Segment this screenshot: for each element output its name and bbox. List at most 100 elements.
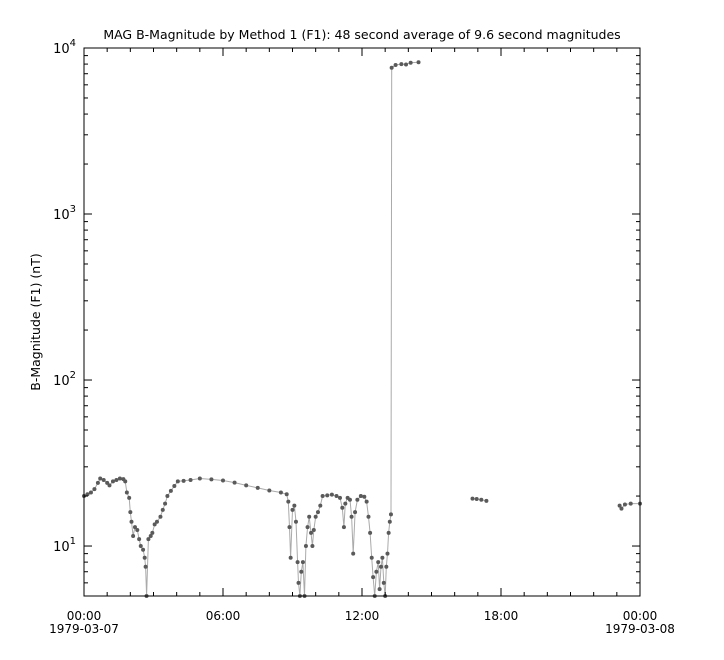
data-point [369, 555, 374, 560]
y-tick-label: 102 [53, 370, 76, 389]
data-point [377, 587, 382, 592]
plot-frame [83, 47, 641, 597]
data-point [408, 60, 413, 65]
data-point [300, 560, 305, 565]
data-point [305, 525, 310, 530]
data-point [292, 503, 297, 508]
y-tick-label: 101 [53, 536, 76, 555]
data-point [309, 530, 314, 535]
data-point [114, 477, 119, 482]
data-point [353, 510, 358, 515]
data-point [325, 493, 330, 498]
data-point [288, 555, 293, 560]
data-point [358, 494, 363, 499]
data-point [479, 497, 484, 502]
data-point [388, 512, 393, 517]
data-marks [82, 60, 642, 598]
data-point [124, 490, 129, 495]
data-point [619, 506, 624, 511]
data-point [474, 496, 479, 501]
data-point [310, 544, 315, 549]
y-tick-label: 104 [53, 38, 76, 57]
y-tick-label: 103 [53, 204, 76, 223]
data-point [142, 555, 147, 560]
data-point [160, 507, 165, 512]
data-point [117, 476, 122, 481]
data-point [295, 560, 300, 565]
data-point [378, 564, 383, 569]
x-tick-label: 18:00 [484, 609, 519, 623]
data-point [351, 551, 356, 556]
data-point [393, 62, 398, 67]
data-point [368, 530, 373, 535]
data-point [188, 477, 193, 482]
data-point [299, 569, 304, 574]
data-point [303, 544, 308, 549]
x-tick-label: 00:00 [623, 609, 658, 623]
data-point [389, 65, 394, 70]
data-point [364, 499, 369, 504]
data-point [315, 510, 320, 515]
data-point [380, 555, 385, 560]
data-point [290, 507, 295, 512]
data-point [129, 519, 134, 524]
data-point [107, 483, 112, 488]
data-point [110, 479, 115, 484]
data-point [296, 580, 301, 585]
data-point [98, 476, 103, 481]
data-point [244, 483, 249, 488]
data-point [154, 519, 159, 524]
data-point [311, 527, 316, 532]
data-point [313, 514, 318, 519]
data-point [287, 525, 292, 530]
data-point [152, 522, 157, 527]
data-point [278, 490, 283, 495]
data-point [123, 479, 128, 484]
data-point [320, 494, 325, 499]
data-point [172, 483, 177, 488]
data-point [343, 501, 348, 506]
data-point [267, 488, 272, 493]
data-point [470, 496, 475, 501]
data-point [127, 495, 132, 500]
data-point [132, 525, 137, 530]
x-tick-date-label: 1979-03-08 [605, 622, 675, 636]
data-point [337, 495, 342, 500]
data-point [341, 525, 346, 530]
data-point [284, 492, 289, 497]
x-tick-label: 12:00 [345, 609, 380, 623]
data-point [131, 533, 136, 538]
data-point [484, 498, 489, 503]
data-point [399, 62, 404, 67]
x-tick-label: 00:00 [67, 609, 102, 623]
data-point [386, 530, 391, 535]
data-point [181, 478, 186, 483]
data-point [366, 514, 371, 519]
x-tick-date-label: 1979-03-07 [49, 622, 119, 636]
data-point [318, 503, 323, 508]
data-point [293, 519, 298, 524]
data-point [371, 575, 376, 580]
x-tick-label: 06:00 [206, 609, 241, 623]
data-point [617, 503, 622, 508]
data-point [135, 527, 140, 532]
data-point [349, 514, 354, 519]
data-point [334, 494, 339, 499]
data-point [158, 514, 163, 519]
data-point [387, 519, 392, 524]
data-point [88, 490, 93, 495]
data-point [85, 492, 90, 497]
data-point [628, 501, 633, 506]
data-point [622, 502, 627, 507]
data-point [92, 487, 97, 492]
data-point [148, 533, 153, 538]
data-point [95, 480, 100, 485]
data-point [232, 480, 237, 485]
data-point [255, 485, 260, 490]
data-point [168, 488, 173, 493]
data-point [150, 530, 155, 535]
data-point [101, 477, 106, 482]
y-axis-label: B-Magnitude (F1) (nT) [28, 253, 43, 390]
